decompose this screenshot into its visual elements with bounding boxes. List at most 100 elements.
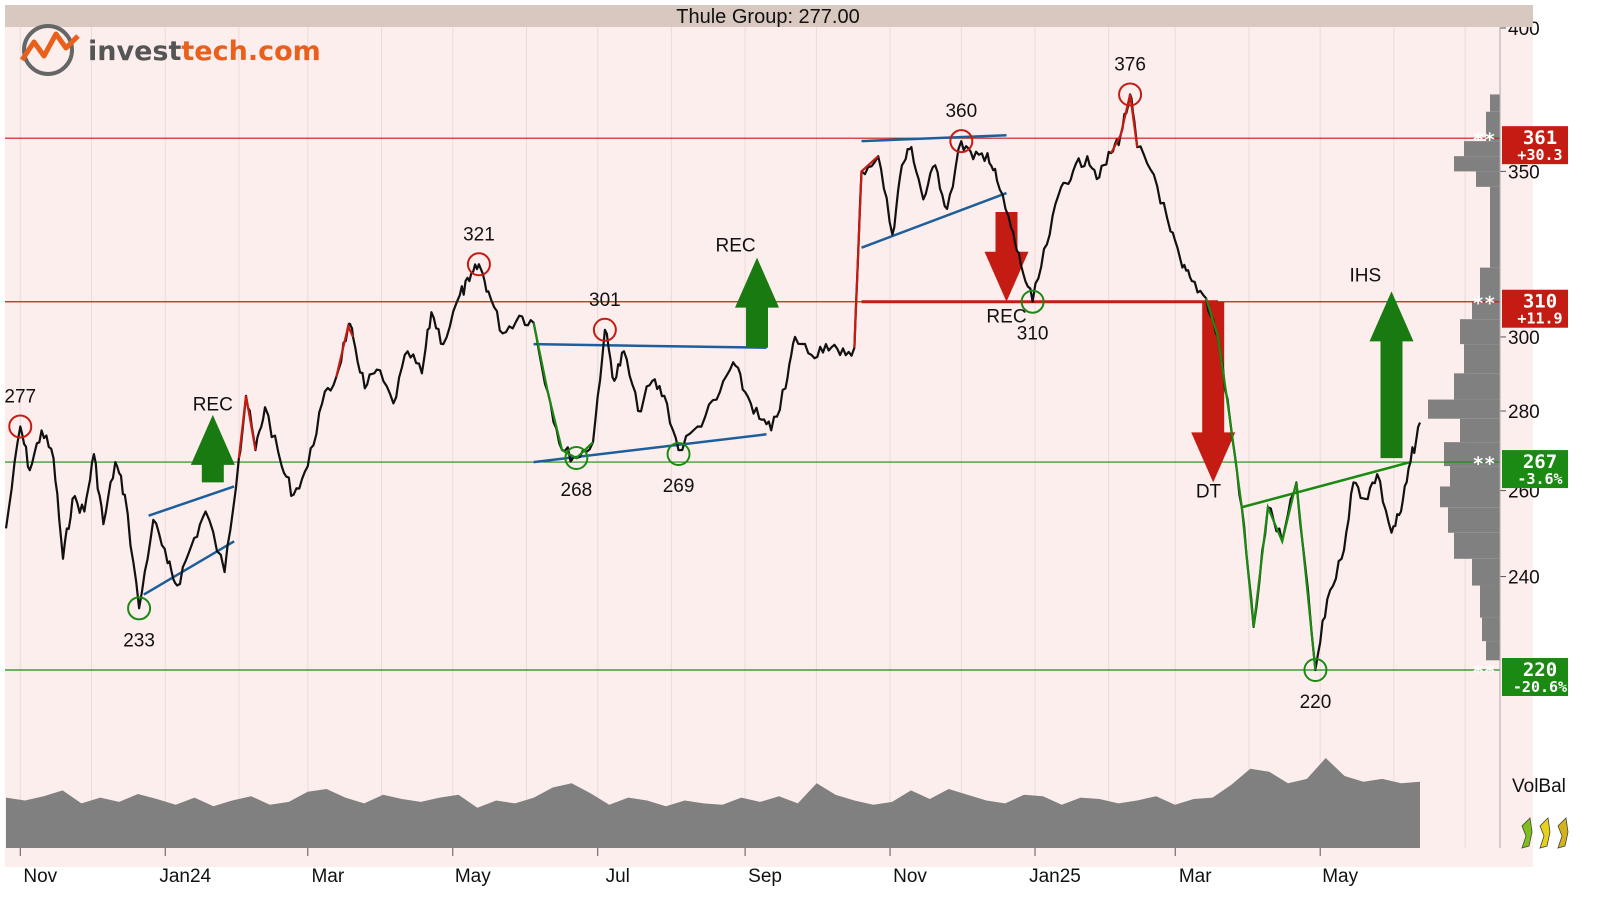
y-tick-label: 350	[1508, 162, 1540, 183]
extreme-label: 268	[561, 480, 593, 501]
pattern-label: REC	[716, 235, 756, 256]
y-tick-label: 300	[1508, 328, 1540, 349]
volume-profile-bar	[1450, 466, 1500, 487]
price-labels: 277 233 321 268 301 269 360 310 376 220	[4, 54, 1331, 713]
level-tag-marker: **	[1473, 661, 1496, 683]
volume-profile	[1428, 94, 1500, 661]
volume-profile-bar	[1490, 94, 1500, 112]
price-line	[4, 93, 1422, 672]
level-tag-change: -3.6%	[1517, 470, 1562, 488]
volume-profile-bar	[1454, 532, 1500, 559]
extreme-marker	[1303, 658, 1328, 682]
volume-profile-bar	[1460, 418, 1500, 443]
grid	[19, 27, 1466, 848]
x-axis: Nov Jan24 Mar May Jul Sep Nov Jan25 Mar May	[19, 848, 1359, 887]
trendline	[861, 191, 1007, 249]
chart-title: Thule Group: 277.00	[676, 6, 859, 28]
trendline	[861, 133, 1007, 143]
down-arrow	[984, 212, 1029, 302]
level-tag	[1502, 126, 1568, 165]
volume-profile-bar	[1486, 111, 1500, 142]
trendline	[148, 485, 235, 517]
up-arrow	[190, 414, 235, 483]
level-tag-value: 267	[1523, 451, 1557, 473]
extreme-label: 301	[589, 290, 621, 311]
level-tags: 361+30.3 ** 310+11.9 ** 267-3.6% ** 220-20.6% *…	[1473, 126, 1568, 696]
level-tag-value: 361	[1523, 127, 1557, 149]
x-tick-label: May	[455, 866, 491, 887]
x-tick-label: Sep	[748, 866, 782, 887]
level-tag-marker: **	[1473, 453, 1496, 475]
trendline	[1241, 460, 1411, 509]
pattern-annotations: REC REC REC DT IHS	[193, 235, 1381, 502]
volume-profile-bar	[1460, 319, 1500, 345]
extreme-marker	[1020, 289, 1045, 314]
level-tag-change: +11.9	[1517, 310, 1562, 328]
logo-text-part1: invest	[88, 36, 181, 67]
level-tag-change: -20.6%	[1513, 678, 1567, 696]
extreme-label: 310	[1017, 324, 1049, 345]
x-tick-label: May	[1322, 866, 1358, 887]
extreme-label: 376	[1114, 54, 1146, 75]
down-arrow	[1191, 301, 1236, 483]
x-tick-label: Nov	[23, 866, 57, 887]
price-segment	[853, 155, 879, 348]
extreme-marker	[592, 317, 617, 342]
volume-balance-panel: VolBal	[6, 758, 1569, 849]
extreme-marker	[466, 252, 491, 277]
volume-profile-bar	[1490, 186, 1500, 268]
logo-icon	[19, 24, 80, 76]
x-tick-label: Jan25	[1029, 866, 1081, 887]
extreme-marker	[127, 596, 152, 621]
extreme-marker	[666, 442, 691, 467]
price-segment	[335, 322, 355, 378]
x-tick-label: Jul	[606, 866, 630, 887]
volume-balance-glyph	[1557, 817, 1569, 849]
extreme-label: 220	[1300, 692, 1332, 713]
extreme-marker	[1118, 82, 1143, 107]
volume-profile-bar	[1454, 156, 1500, 172]
level-tag-value: 220	[1523, 659, 1557, 681]
extreme-marker	[949, 129, 974, 154]
x-tick-label: Jan24	[159, 866, 211, 887]
volume-profile-bar	[1428, 399, 1500, 419]
plot-background	[5, 5, 1533, 867]
extreme-marker	[564, 446, 589, 471]
volume-balance-glyph	[1539, 817, 1551, 849]
level-tag	[1502, 450, 1568, 489]
up-arrow	[735, 257, 779, 348]
volume-profile-bar	[1480, 585, 1500, 618]
y-tick-label: 240	[1508, 568, 1540, 589]
volume-profile-bar	[1464, 344, 1500, 374]
volume-profile-bar	[1440, 486, 1500, 508]
volume-profile-bar	[1486, 641, 1500, 661]
volume-balance-glyph	[1521, 817, 1533, 849]
extreme-label: 269	[663, 476, 695, 497]
price-segment	[237, 395, 257, 459]
price-series	[4, 93, 1422, 672]
volume-profile-bar	[1480, 267, 1500, 302]
title-bar	[5, 5, 1533, 27]
level-tag-value: 310	[1523, 291, 1557, 313]
volume-profile-bar	[1448, 507, 1500, 533]
pattern-label: REC	[193, 394, 233, 415]
trendline	[143, 540, 235, 596]
x-tick-label: Mar	[311, 866, 344, 887]
extreme-label: 360	[945, 101, 977, 122]
level-tag-change: +30.3	[1517, 146, 1562, 164]
level-tag-marker: **	[1473, 293, 1496, 315]
level-tag	[1502, 658, 1568, 696]
trendline	[533, 342, 767, 349]
volume-profile-bar	[1454, 373, 1500, 400]
volume-profile-bar	[1472, 301, 1500, 320]
volume-profile-bar	[1464, 141, 1500, 157]
level-tag	[1502, 289, 1568, 328]
level-tag-marker: **	[1473, 129, 1496, 151]
pattern-label: DT	[1196, 482, 1222, 503]
x-tick-label: Nov	[893, 866, 927, 887]
volume-profile-bar	[1482, 617, 1500, 642]
volume-balance-label: VolBal	[1512, 776, 1566, 797]
volume-profile-bar	[1472, 558, 1500, 586]
volume-balance-area	[6, 758, 1420, 848]
